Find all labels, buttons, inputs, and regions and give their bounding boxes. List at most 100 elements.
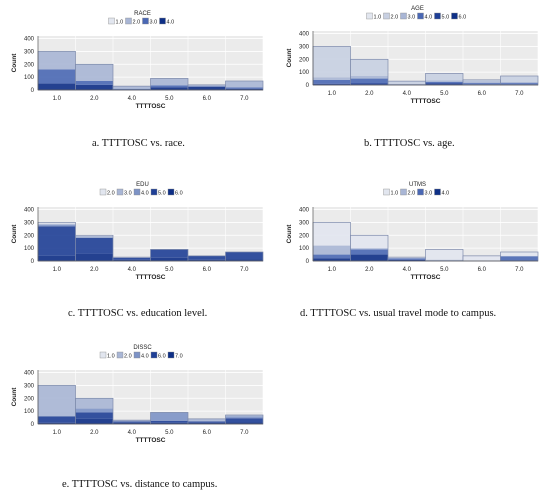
legend-swatch-3.0 (400, 12, 407, 20)
chart-edu: EDU 2.0 3.0 4.0 5.0 6.0 0 100 200 300 400 1.0 2.0 4.0… (11, 182, 264, 281)
bar-segment-2.0-4.0 (113, 420, 151, 422)
bar-segment-3.0-1.0 (38, 69, 76, 84)
bar-segment-4.0-5.0 (150, 87, 188, 90)
bar-segment-3.0-4.0 (388, 258, 426, 260)
legend-label: 5.0 (442, 15, 450, 21)
bar-segment-7.0-5.0 (150, 422, 188, 424)
x-tick-label: 1.0 (328, 91, 337, 97)
y-tick-label: 400 (24, 371, 35, 377)
legend-title: AGE (411, 6, 424, 12)
bar-segment-2.0-6.0 (188, 84, 226, 87)
y-axis-label: Count (286, 48, 293, 68)
bar-segment-3.0-6.0 (188, 86, 226, 87)
legend-label: 6.0 (175, 191, 183, 197)
legend-label: 2.0 (408, 191, 416, 197)
x-axis-label: TTTTOSC (411, 98, 441, 105)
legend-label: 4.0 (425, 15, 433, 21)
bar-segment-4.0-2.0 (350, 254, 388, 261)
bar-segment-2.0-4.0 (388, 81, 426, 84)
bar-segment-4.0-1.0 (38, 83, 76, 90)
bar-segment-3.0-4.0 (113, 88, 151, 90)
y-tick-label: 300 (24, 49, 35, 55)
legend-label: 4.0 (167, 20, 175, 26)
legend-swatch-4.0 (417, 12, 424, 20)
bar-segment-4.0-2.0 (75, 84, 113, 90)
y-tick-label: 400 (24, 37, 35, 43)
x-tick-label: 6.0 (203, 96, 212, 102)
x-tick-label: 5.0 (440, 91, 449, 97)
bar-segment-5.0-1.0 (313, 83, 351, 85)
y-tick-label: 100 (299, 246, 310, 252)
bar-segment-5.0-2.0 (350, 83, 388, 85)
y-tick-label: 100 (24, 75, 35, 81)
bar-segment-2.0-1.0 (38, 385, 76, 417)
bar-segment-2.0-5.0 (150, 78, 188, 86)
x-tick-label: 6.0 (478, 91, 487, 97)
bar-segment-2.0-4.0 (113, 86, 151, 89)
legend-label: 6.0 (459, 15, 467, 21)
bar-segment-3.0-7.0 (225, 87, 263, 89)
bar-segment-2.0-2.0 (350, 59, 388, 76)
bar-segment-3.0-5.0 (150, 85, 188, 88)
bar-segment-4.0-6.0 (188, 86, 226, 90)
legend-swatch-1.0 (366, 12, 373, 20)
bar-segment-2.0-6.0 (463, 79, 501, 82)
y-tick-label: 200 (24, 62, 35, 68)
bar-segment-7.0-4.0 (113, 422, 151, 424)
y-tick-label: 0 (31, 422, 35, 428)
legend-label: 2.0 (107, 191, 115, 197)
bar-segment-2.0-7.0 (500, 255, 538, 257)
bar-segment-2.0-7.0 (225, 81, 263, 88)
bar-segment-5.0-5.0 (425, 83, 463, 85)
bar-segment-3.0-1.0 (313, 77, 351, 80)
legend-swatch-1.0 (108, 17, 115, 25)
legend-swatch-7.0 (167, 351, 175, 359)
bar-segment-6.0-1.0 (38, 255, 76, 261)
x-tick-label: 6.0 (478, 267, 487, 273)
bar-segment-6.0-4.0 (113, 421, 151, 423)
bar-segment-6.0-6.0 (188, 421, 226, 423)
bar-segment-6.0-1.0 (38, 416, 76, 423)
legend-label: 3.0 (124, 191, 132, 197)
bar-segment-3.0-7.0 (500, 256, 538, 261)
bar-segment-5.0-5.0 (150, 249, 188, 258)
y-tick-label: 400 (24, 208, 35, 214)
legend-swatch-4.0 (159, 17, 166, 25)
bar-segment-4.0-2.0 (75, 408, 113, 413)
legend-label: 3.0 (425, 191, 433, 197)
caption-age: b. TTTTOSC vs. age. (364, 138, 455, 149)
bar-segment-7.0-7.0 (225, 422, 263, 424)
y-axis-label: Count (11, 53, 18, 73)
x-tick-label: 2.0 (90, 96, 99, 102)
chart-age: AGE 1.0 2.0 3.0 4.0 5.0 6.0 0 100 200 300 400 1.0 2.0… (286, 6, 539, 105)
bar-segment-5.0-6.0 (188, 255, 226, 260)
x-tick-label: 6.0 (203, 430, 212, 436)
x-axis-label: TTTTOSC (136, 103, 166, 110)
bar-segment-6.0-2.0 (75, 253, 113, 261)
bar-segment-7.0-2.0 (75, 418, 113, 424)
x-tick-label: 2.0 (90, 267, 99, 273)
x-tick-label: 5.0 (165, 430, 174, 436)
legend-swatch-6.0 (150, 351, 158, 359)
bar-segment-2.0-5.0 (425, 73, 463, 81)
bar-segment-2.0-1.0 (313, 245, 351, 255)
y-tick-label: 300 (24, 383, 35, 389)
bar-segment-3.0-2.0 (350, 76, 388, 79)
bar-segment-2.0-4.0 (388, 257, 426, 259)
legend-label: 3.0 (150, 20, 158, 26)
x-tick-label: 5.0 (165, 267, 174, 273)
y-tick-label: 200 (299, 233, 310, 239)
bar-segment-2.0-6.0 (188, 418, 226, 422)
legend: DISSC 1.0 2.0 4.0 6.0 7.0 (99, 345, 183, 360)
legend-label: 3.0 (408, 15, 416, 21)
bar-segment-7.0-6.0 (188, 422, 226, 424)
bar-segment-6.0-5.0 (150, 257, 188, 261)
x-tick-label: 2.0 (90, 430, 99, 436)
legend-title: EDU (136, 182, 149, 188)
bar-segment-7.0-1.0 (38, 422, 76, 424)
legend-swatch-6.0 (167, 188, 175, 196)
caption-utms: d. TTTTOSC vs. usual travel mode to camp… (300, 308, 497, 319)
legend-swatch-1.0 (383, 188, 390, 196)
x-tick-label: 6.0 (203, 267, 212, 273)
legend-label: 1.0 (107, 354, 115, 360)
